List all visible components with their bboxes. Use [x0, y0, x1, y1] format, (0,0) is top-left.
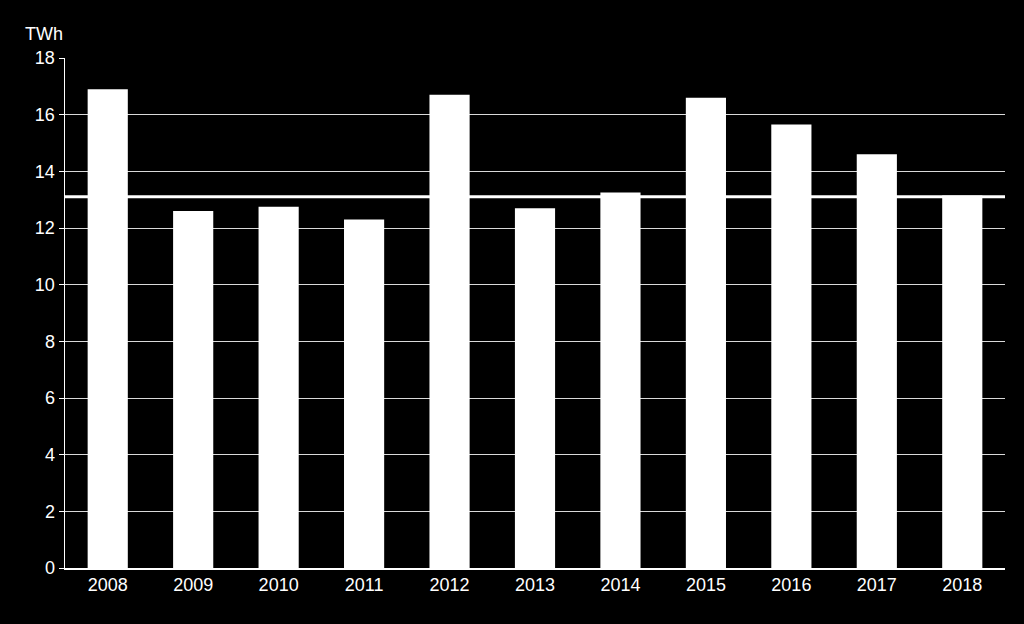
svg-text:14: 14	[35, 162, 55, 182]
svg-text:8: 8	[45, 332, 55, 352]
svg-text:18: 18	[35, 48, 55, 68]
svg-text:6: 6	[45, 388, 55, 408]
svg-text:10: 10	[35, 275, 55, 295]
svg-text:2016: 2016	[771, 575, 811, 595]
svg-text:2013: 2013	[515, 575, 555, 595]
svg-text:2012: 2012	[430, 575, 470, 595]
svg-text:2008: 2008	[88, 575, 128, 595]
svg-text:2: 2	[45, 502, 55, 522]
svg-text:TWh: TWh	[25, 24, 63, 44]
svg-text:2010: 2010	[259, 575, 299, 595]
svg-text:2017: 2017	[857, 575, 897, 595]
svg-text:0: 0	[45, 558, 55, 578]
svg-text:2011: 2011	[345, 575, 384, 595]
svg-text:12: 12	[35, 218, 55, 238]
svg-text:2009: 2009	[173, 575, 213, 595]
svg-text:2015: 2015	[686, 575, 726, 595]
svg-text:2014: 2014	[600, 575, 640, 595]
svg-text:4: 4	[45, 445, 55, 465]
svg-text:16: 16	[35, 105, 55, 125]
svg-text:2018: 2018	[942, 575, 982, 595]
